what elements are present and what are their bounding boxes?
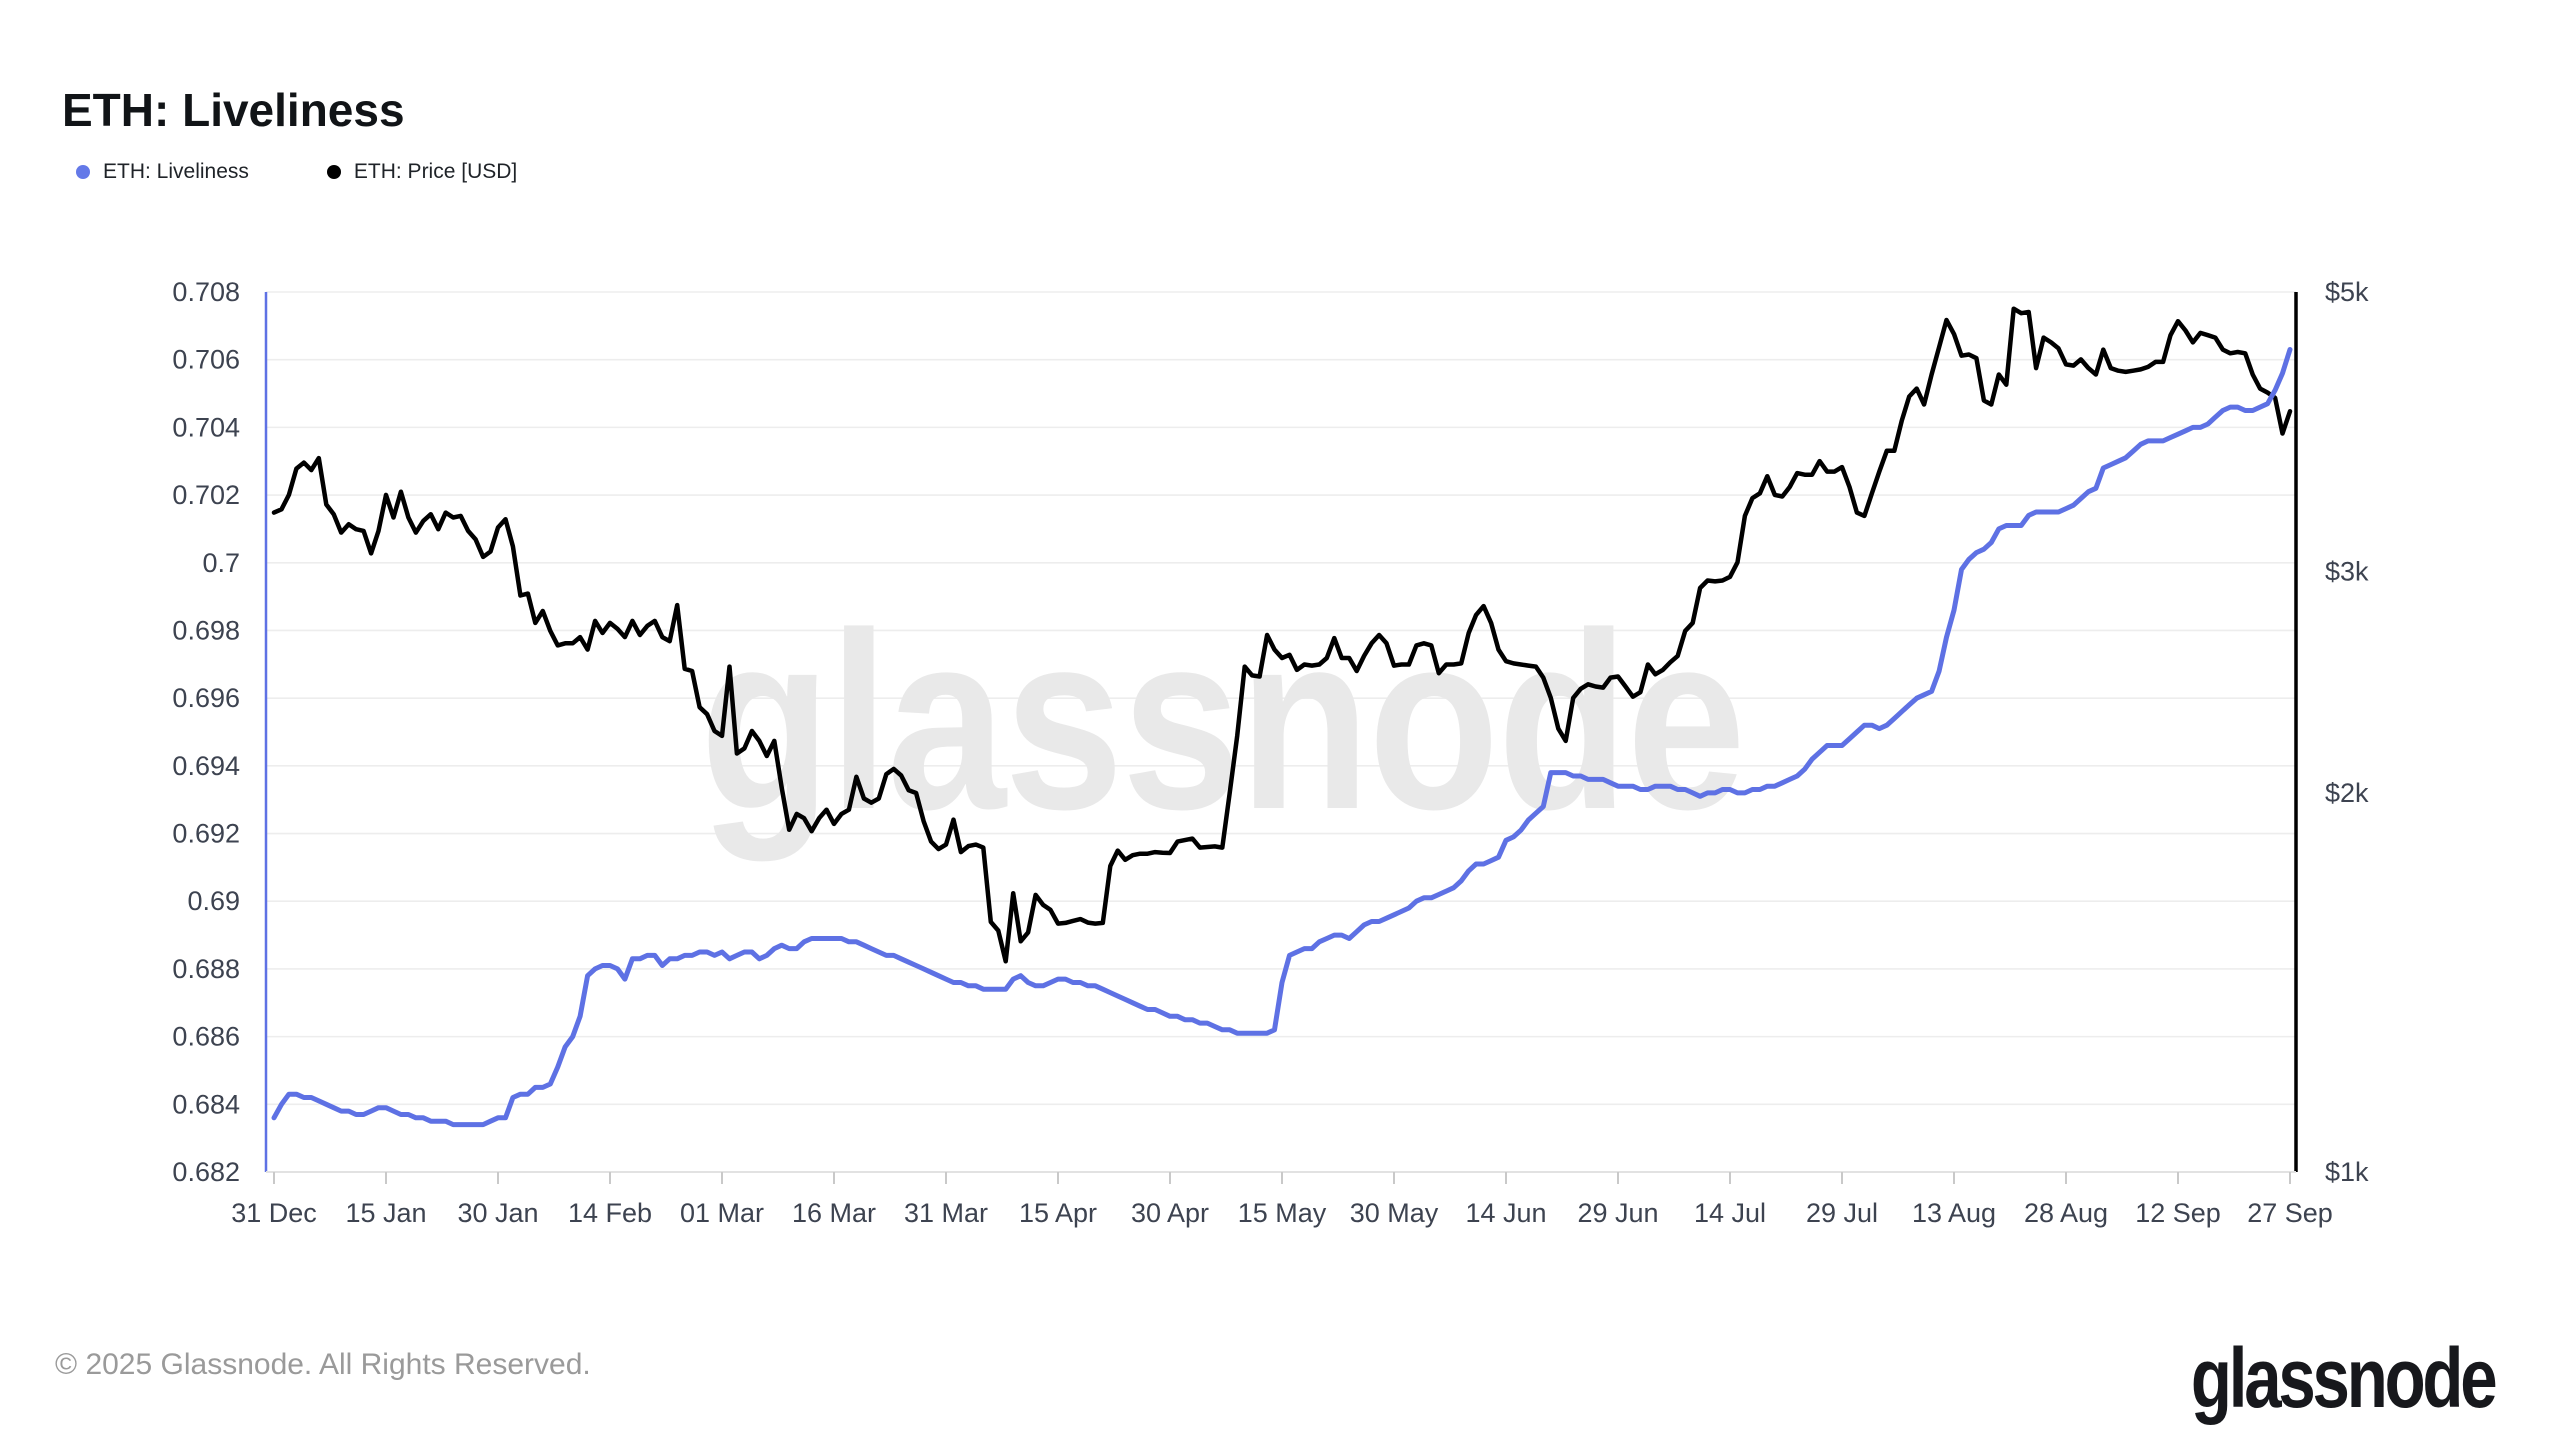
svg-text:01 Mar: 01 Mar bbox=[680, 1198, 764, 1228]
svg-text:0.698: 0.698 bbox=[172, 615, 240, 645]
svg-text:0.694: 0.694 bbox=[172, 751, 240, 781]
liveliness-series-line bbox=[271, 347, 2293, 1128]
page-title: ETH: Liveliness bbox=[62, 83, 405, 136]
svg-text:12 Sep: 12 Sep bbox=[2135, 1198, 2221, 1228]
svg-text:0.704: 0.704 bbox=[172, 412, 240, 442]
svg-text:14 Feb: 14 Feb bbox=[568, 1198, 652, 1228]
x-axis-labels: 31 Dec 15 Jan 30 Jan 14 Feb 01 Mar 16 Mar 31 M… bbox=[231, 1198, 2333, 1228]
watermark-text: glassnode bbox=[700, 580, 1744, 862]
svg-text:0.708: 0.708 bbox=[172, 277, 240, 307]
svg-text:15 May: 15 May bbox=[1238, 1198, 1327, 1228]
svg-text:0.7: 0.7 bbox=[202, 548, 240, 578]
svg-text:14 Jun: 14 Jun bbox=[1465, 1198, 1546, 1228]
svg-text:29 Jul: 29 Jul bbox=[1806, 1198, 1878, 1228]
svg-text:0.688: 0.688 bbox=[172, 954, 240, 984]
svg-text:31 Dec: 31 Dec bbox=[231, 1198, 317, 1228]
svg-text:29 Jun: 29 Jun bbox=[1577, 1198, 1658, 1228]
svg-text:30 Jan: 30 Jan bbox=[457, 1198, 538, 1228]
legend-dot-liveliness-icon bbox=[76, 165, 90, 179]
legend-item-liveliness[interactable]: ETH: Liveliness bbox=[76, 160, 249, 184]
svg-text:0.684: 0.684 bbox=[172, 1089, 240, 1119]
svg-text:0.702: 0.702 bbox=[172, 480, 240, 510]
svg-text:$3k: $3k bbox=[2325, 556, 2369, 586]
svg-text:$1k: $1k bbox=[2325, 1157, 2369, 1187]
price-series-line bbox=[271, 306, 2293, 964]
svg-text:31 Mar: 31 Mar bbox=[904, 1198, 988, 1228]
svg-text:0.686: 0.686 bbox=[172, 1022, 240, 1052]
svg-text:0.69: 0.69 bbox=[187, 886, 240, 916]
legend-item-price[interactable]: ETH: Price [USD] bbox=[326, 160, 518, 184]
svg-text:14 Jul: 14 Jul bbox=[1694, 1198, 1766, 1228]
svg-text:27 Sep: 27 Sep bbox=[2247, 1198, 2333, 1228]
svg-text:28 Aug: 28 Aug bbox=[2024, 1198, 2108, 1228]
svg-text:0.706: 0.706 bbox=[172, 345, 240, 375]
svg-text:0.692: 0.692 bbox=[172, 819, 240, 849]
svg-text:$2k: $2k bbox=[2325, 778, 2369, 808]
svg-text:13 Aug: 13 Aug bbox=[1912, 1198, 1996, 1228]
copyright-text: © 2025 Glassnode. All Rights Reserved. bbox=[55, 1348, 591, 1381]
svg-text:16 Mar: 16 Mar bbox=[792, 1198, 876, 1228]
legend: ETH: Liveliness ETH: Price [USD] bbox=[76, 160, 517, 184]
glassnode-logo: glassnode bbox=[2190, 1331, 2497, 1425]
svg-text:0.696: 0.696 bbox=[172, 683, 240, 713]
svg-text:15 Apr: 15 Apr bbox=[1019, 1198, 1097, 1228]
svg-text:$5k: $5k bbox=[2325, 277, 2369, 307]
y-axis-left-labels: 0.708 0.706 0.704 0.702 0.7 0.698 0.696 0.694 0.… bbox=[172, 277, 240, 1187]
legend-dot-price-icon bbox=[326, 165, 341, 179]
svg-text:30 May: 30 May bbox=[1350, 1198, 1439, 1228]
svg-text:30 Apr: 30 Apr bbox=[1131, 1198, 1209, 1228]
y-axis-right-labels: $5k $3k $2k $1k bbox=[2325, 277, 2369, 1187]
svg-text:15 Jan: 15 Jan bbox=[345, 1198, 426, 1228]
x-axis-tick-marks bbox=[273, 1172, 2291, 1184]
svg-text:0.682: 0.682 bbox=[172, 1157, 240, 1187]
legend-label-price: ETH: Price [USD] bbox=[353, 160, 518, 183]
legend-label-liveliness: ETH: Liveliness bbox=[103, 160, 249, 183]
